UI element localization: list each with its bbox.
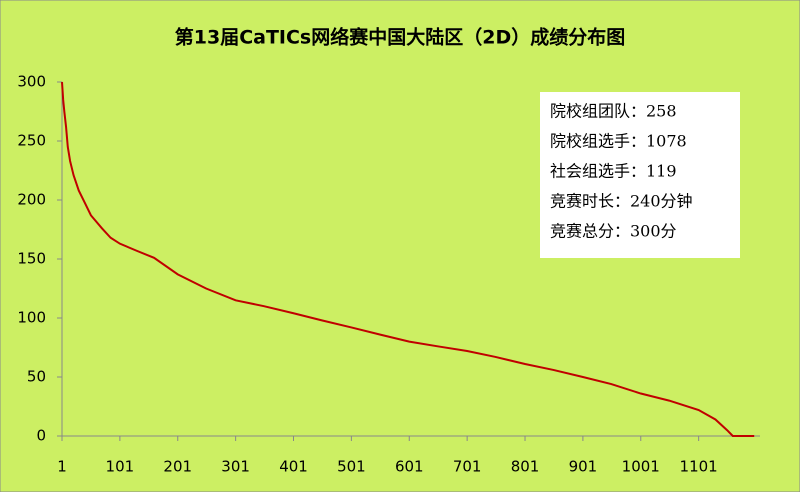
annotation: 社会组选手：119 <box>550 162 677 181</box>
annotation: 院校组团队：258 <box>550 102 677 121</box>
annotation: 院校组选手：1078 <box>550 132 687 151</box>
x-tick-label: 201 <box>163 458 192 476</box>
x-tick-label: 1001 <box>622 458 660 476</box>
x-tick-label: 901 <box>569 458 598 476</box>
x-tick-label: 1 <box>57 458 67 476</box>
x-tick-label: 1101 <box>680 458 718 476</box>
x-tick-label: 601 <box>395 458 424 476</box>
y-tick-label: 150 <box>17 250 46 268</box>
x-tick-label: 801 <box>511 458 540 476</box>
info-box <box>540 92 740 258</box>
y-tick-label: 300 <box>17 73 46 91</box>
y-tick-label: 250 <box>17 132 46 150</box>
y-tick-label: 200 <box>17 191 46 209</box>
y-tick-label: 50 <box>27 368 46 386</box>
x-tick-label: 101 <box>106 458 135 476</box>
y-tick-label: 0 <box>36 427 46 445</box>
y-tick-label: 100 <box>17 309 46 327</box>
data-line <box>61 81 755 437</box>
x-tick-label: 701 <box>453 458 482 476</box>
x-tick-label: 401 <box>279 458 308 476</box>
annotation: 竞赛时长：240分钟 <box>550 192 693 211</box>
x-tick-label: 501 <box>337 458 366 476</box>
x-tick-label: 301 <box>221 458 250 476</box>
annotation: 竞赛总分：300分 <box>550 222 677 241</box>
chart-title: 第13届CaTICs网络赛中国大陆区（2D）成绩分布图 <box>175 26 625 49</box>
